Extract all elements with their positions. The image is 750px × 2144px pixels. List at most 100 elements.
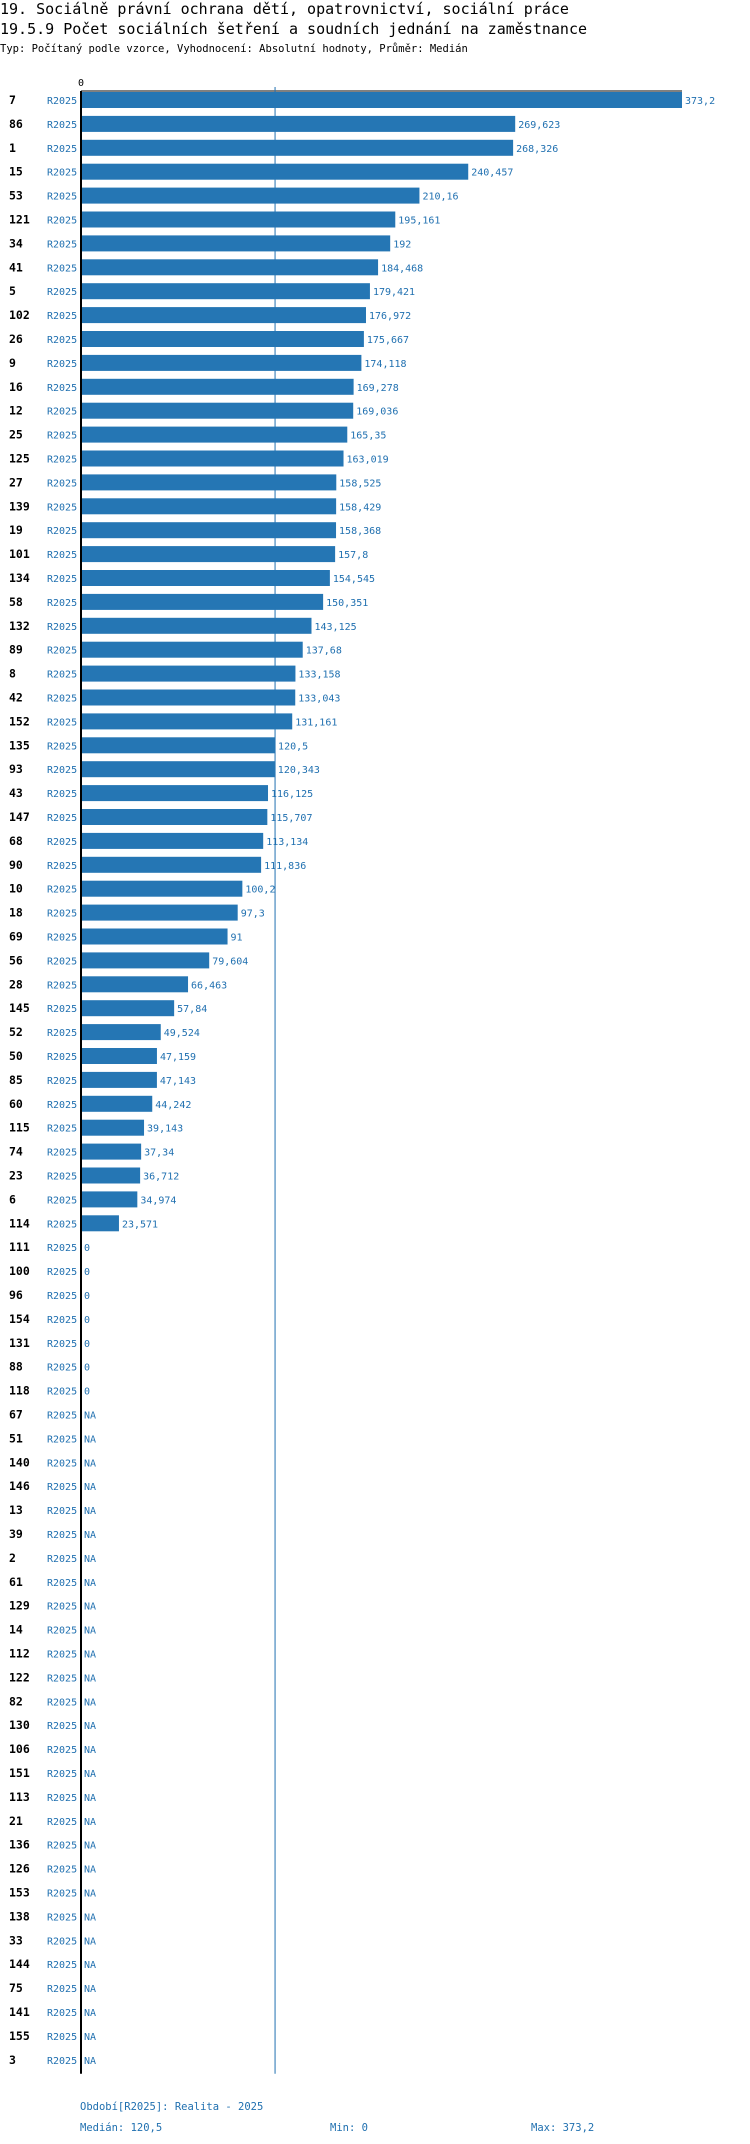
bar-value-label: NA — [84, 1721, 96, 1732]
row-period-label: R2025 — [47, 550, 77, 561]
bar — [81, 809, 268, 825]
bar-value-label: NA — [84, 1650, 96, 1661]
row-id-label: 139 — [9, 499, 30, 513]
row-id-label: 125 — [9, 452, 30, 466]
row-period-label: R2025 — [47, 96, 77, 107]
bar-value-label: NA — [84, 2032, 96, 2043]
bar — [81, 331, 364, 347]
bar-value-label: NA — [84, 1984, 96, 1995]
row-id-label: 136 — [9, 1838, 30, 1852]
row-period-label: R2025 — [47, 335, 77, 346]
row-period-label: R2025 — [47, 933, 77, 944]
bar-value-label: 0 — [84, 1363, 90, 1374]
bar — [81, 522, 337, 539]
row-period-label: R2025 — [47, 765, 77, 776]
bar — [81, 761, 275, 778]
bar-value-label: NA — [84, 1769, 96, 1780]
bar-value-label: 240,457 — [471, 168, 513, 179]
row-id-label: 42 — [9, 691, 23, 705]
row-period-label: R2025 — [47, 1315, 77, 1326]
row-period-label: R2025 — [47, 1554, 77, 1565]
row-id-label: 89 — [9, 643, 23, 657]
row-period-label: R2025 — [47, 1506, 77, 1517]
row-id-label: 26 — [9, 332, 23, 346]
bar — [81, 593, 324, 610]
row-period-label: R2025 — [47, 717, 77, 728]
bar — [81, 1119, 145, 1136]
row-period-label: R2025 — [47, 598, 77, 609]
bar-value-label: NA — [84, 1626, 96, 1637]
row-id-label: 67 — [9, 1408, 23, 1422]
row-period-label: R2025 — [47, 956, 77, 967]
row-period-label: R2025 — [47, 1697, 77, 1708]
bar — [81, 1191, 138, 1208]
bar-value-label: 176,972 — [369, 311, 411, 322]
row-period-label: R2025 — [47, 837, 77, 848]
row-period-label: R2025 — [47, 1219, 77, 1230]
bar-value-label: NA — [84, 2008, 96, 2019]
bar — [81, 307, 366, 324]
row-id-label: 12 — [9, 404, 23, 418]
bar-value-label: NA — [84, 1745, 96, 1756]
row-period-label: R2025 — [47, 1984, 77, 1995]
row-id-label: 135 — [9, 738, 30, 752]
row-id-label: 14 — [9, 1623, 23, 1637]
bar — [81, 785, 269, 802]
row-period-label: R2025 — [47, 1650, 77, 1661]
row-id-label: 43 — [9, 786, 23, 800]
bar-value-label: 195,161 — [398, 216, 440, 227]
bar-value-label: 0 — [84, 1387, 90, 1398]
row-period-label: R2025 — [47, 694, 77, 705]
row-period-label: R2025 — [47, 2056, 77, 2067]
bar-value-label: 210,16 — [422, 192, 458, 203]
bar-value-label: 111,836 — [264, 861, 306, 872]
bar-value-label: NA — [84, 1530, 96, 1541]
bar-value-label: NA — [84, 1411, 96, 1422]
bar — [81, 1215, 119, 1232]
row-id-label: 13 — [9, 1503, 23, 1517]
bar — [81, 187, 420, 204]
row-id-label: 39 — [9, 1527, 23, 1541]
row-period-label: R2025 — [47, 1673, 77, 1684]
bar-value-label: NA — [84, 1578, 96, 1589]
row-id-label: 85 — [9, 1073, 23, 1087]
chart-section-title: 19. Sociálně právní ochrana dětí, opatro… — [0, 0, 569, 18]
row-id-label: 33 — [9, 1933, 23, 1947]
bar-value-label: 133,158 — [298, 670, 340, 681]
row-id-label: 106 — [9, 1742, 30, 1756]
row-id-label: 93 — [9, 762, 23, 776]
bar-value-label: NA — [84, 1506, 96, 1517]
row-id-label: 147 — [9, 810, 30, 824]
row-id-label: 151 — [9, 1766, 30, 1780]
row-id-label: 10 — [9, 882, 23, 896]
row-period-label: R2025 — [47, 1052, 77, 1063]
bar — [81, 92, 682, 108]
row-period-label: R2025 — [47, 670, 77, 681]
bar-value-label: 23,571 — [122, 1219, 158, 1230]
bar-value-label: 120,5 — [278, 741, 308, 752]
bar-value-label: 154,545 — [333, 574, 375, 585]
row-period-label: R2025 — [47, 1339, 77, 1350]
bar — [81, 426, 348, 443]
bar — [81, 665, 296, 682]
row-id-label: 102 — [9, 308, 30, 322]
bar-value-label: 100,2 — [245, 885, 275, 896]
row-period-label: R2025 — [47, 789, 77, 800]
row-id-label: 111 — [9, 1240, 30, 1254]
bar-value-label: 116,125 — [271, 789, 313, 800]
row-period-label: R2025 — [47, 1889, 77, 1900]
row-period-label: R2025 — [47, 574, 77, 585]
bar — [81, 546, 336, 563]
row-id-label: 8 — [9, 667, 16, 681]
row-period-label: R2025 — [47, 168, 77, 179]
bar-value-label: NA — [84, 1817, 96, 1828]
bar-value-label: NA — [84, 1697, 96, 1708]
bar-value-label: NA — [84, 1936, 96, 1947]
bar-value-label: 174,118 — [364, 359, 406, 370]
row-id-label: 7 — [9, 93, 16, 107]
bar-value-label: 158,429 — [339, 502, 381, 513]
row-period-label: R2025 — [47, 813, 77, 824]
row-period-label: R2025 — [47, 1912, 77, 1923]
bar-value-label: 192 — [393, 239, 411, 250]
row-period-label: R2025 — [47, 861, 77, 872]
